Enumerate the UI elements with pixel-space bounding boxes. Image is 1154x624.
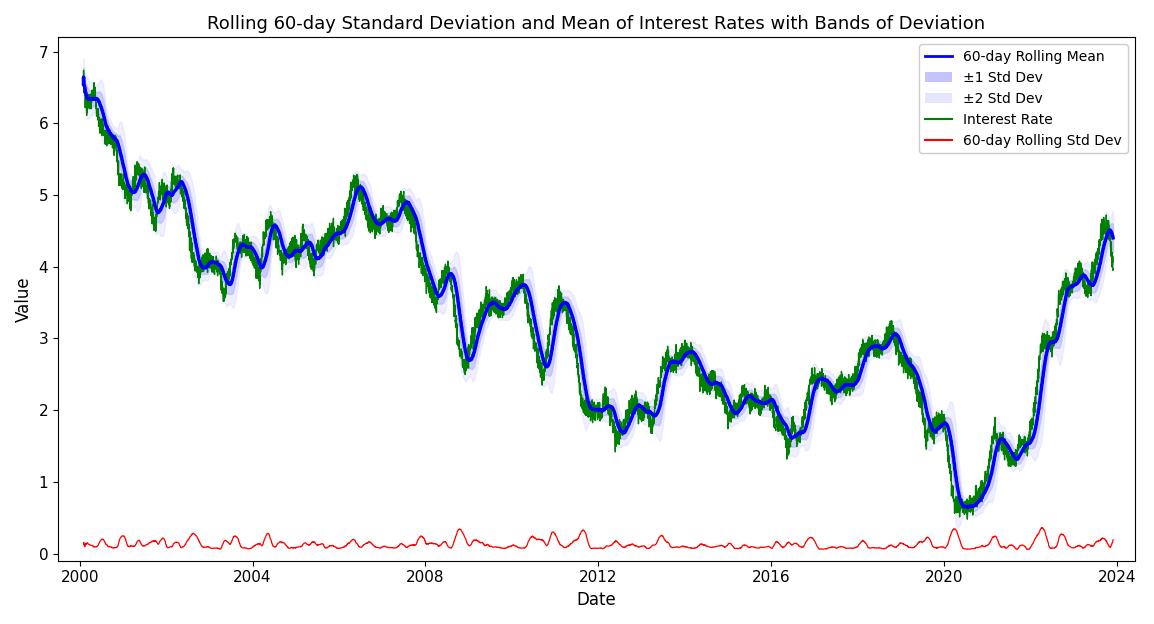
Y-axis label: Value: Value xyxy=(15,276,33,322)
Line: Interest Rate: Interest Rate xyxy=(83,71,1114,519)
Title: Rolling 60-day Standard Deviation and Mean of Interest Rates with Bands of Devia: Rolling 60-day Standard Deviation and Me… xyxy=(208,15,986,33)
Legend: 60-day Rolling Mean, ±1 Std Dev, ±2 Std Dev, Interest Rate, 60-day Rolling Std D: 60-day Rolling Mean, ±1 Std Dev, ±2 Std … xyxy=(919,44,1127,153)
X-axis label: Date: Date xyxy=(577,591,616,609)
Line: 60-day Rolling Mean: 60-day Rolling Mean xyxy=(83,77,1114,507)
Line: 60-day Rolling Std Dev: 60-day Rolling Std Dev xyxy=(83,527,1114,550)
